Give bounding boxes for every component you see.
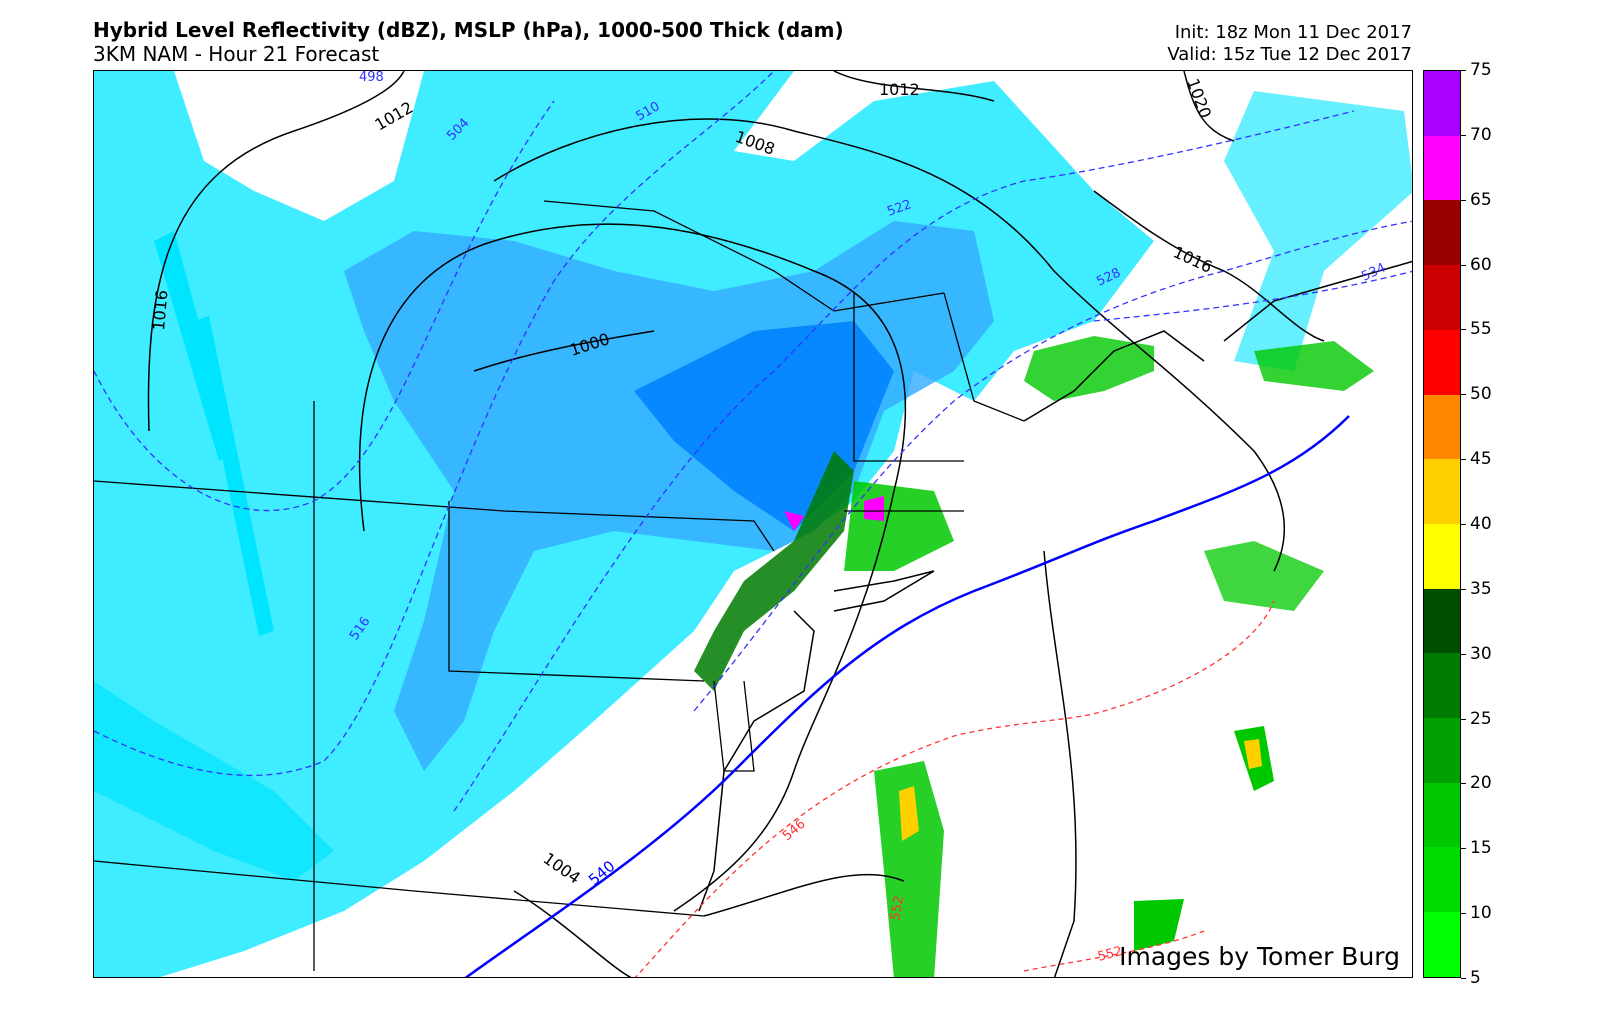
svg-text:546: 546 — [780, 817, 809, 844]
colorbar-tick-label: 70 — [1461, 126, 1492, 144]
colorbar — [1423, 70, 1461, 978]
svg-text:552: 552 — [888, 895, 907, 922]
colorbar-tick-label: 40 — [1461, 516, 1492, 533]
valid-time: Valid: 15z Tue 12 Dec 2017 — [1167, 44, 1412, 65]
colorbar-band — [1424, 653, 1460, 719]
colorbar-tick-label: 55 — [1461, 321, 1492, 338]
svg-text:540: 540 — [585, 857, 619, 889]
svg-text:552: 552 — [1096, 944, 1124, 965]
colorbar-tick-label: 65 — [1461, 191, 1492, 209]
state-borders — [94, 200, 1025, 971]
rain-reflectivity — [694, 336, 1374, 977]
svg-text:1004: 1004 — [540, 849, 584, 888]
colorbar-band — [1424, 718, 1460, 783]
colorbar-band — [1424, 71, 1460, 136]
colorbar-band — [1424, 459, 1460, 524]
forecast-map: 1012 1012 1008 1016 1000 1004 1016 1020 … — [93, 70, 1413, 978]
coastlines — [698, 260, 1412, 912]
init-time: Init: 18z Mon 11 Dec 2017 — [1174, 22, 1412, 43]
colorbar-band — [1424, 847, 1460, 913]
snow-reflectivity — [94, 71, 1412, 977]
colorbar-band — [1424, 523, 1460, 589]
colorbar-band — [1424, 782, 1460, 848]
thickness-lines — [94, 71, 1412, 812]
colorbar-tick-label: 25 — [1461, 710, 1492, 728]
colorbar-tick-label: 45 — [1461, 451, 1492, 468]
map-title: Hybrid Level Reflectivity (dBZ), MSLP (h… — [93, 18, 844, 42]
colorbar-band — [1424, 394, 1460, 460]
map-subtitle: 3KM NAM - Hour 21 Forecast — [93, 42, 380, 66]
colorbar-band — [1424, 200, 1460, 266]
colorbar-tick-label: 20 — [1461, 775, 1492, 792]
warm-thickness-lines — [634, 600, 1275, 977]
thickness-540-line — [464, 415, 1350, 977]
colorbar-tick-label: 15 — [1461, 840, 1492, 857]
svg-text:1020: 1020 — [1183, 76, 1215, 121]
colorbar-tick-label: 35 — [1461, 580, 1492, 598]
colorbar-tick-label: 5 — [1461, 970, 1481, 987]
colorbar-band — [1424, 265, 1460, 330]
svg-text:498: 498 — [359, 71, 384, 85]
svg-text:1016: 1016 — [149, 289, 171, 331]
svg-text:1016: 1016 — [1170, 242, 1215, 276]
colorbar-band — [1424, 912, 1460, 977]
credit-watermark: Images by Tomer Burg — [1119, 942, 1400, 971]
colorbar-band — [1424, 135, 1460, 201]
colorbar-band — [1424, 588, 1460, 654]
isobars — [147, 71, 1325, 977]
colorbar-tick-label: 50 — [1461, 386, 1492, 403]
colorbar-tick-label: 30 — [1461, 645, 1492, 663]
colorbar-band — [1424, 329, 1460, 395]
colorbar-tick-label: 60 — [1461, 256, 1492, 274]
svg-text:1012: 1012 — [879, 80, 920, 99]
colorbar-tick-label: 75 — [1461, 62, 1492, 79]
colorbar-tick-label: 10 — [1461, 905, 1492, 922]
